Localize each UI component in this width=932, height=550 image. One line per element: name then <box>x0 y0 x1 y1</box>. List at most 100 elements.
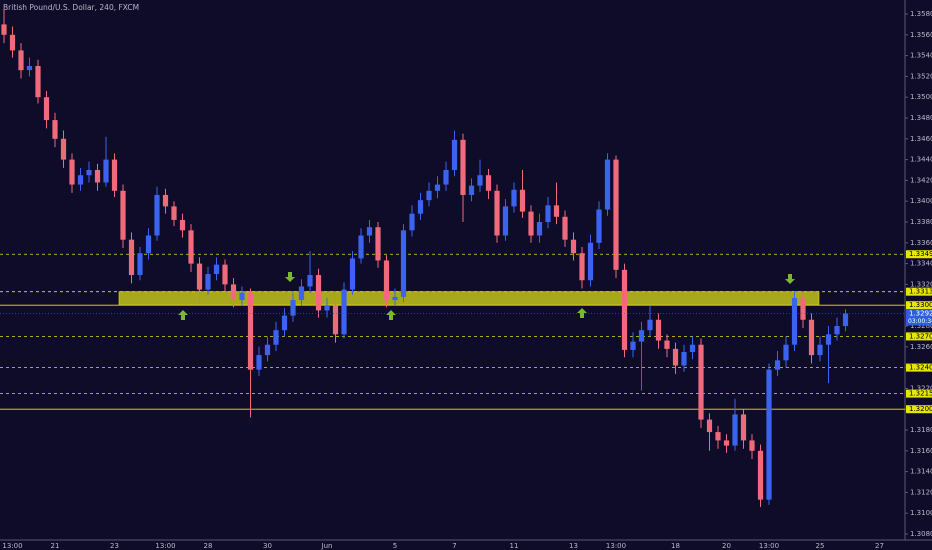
y-tick-label: 1.35800 <box>910 10 932 18</box>
candle-body <box>817 344 823 356</box>
y-tick-label: 1.34800 <box>910 114 932 122</box>
candle-body <box>154 194 160 236</box>
candle-body <box>307 275 313 287</box>
candle-body <box>298 286 305 300</box>
candle-body <box>77 175 84 185</box>
candle-body <box>239 292 245 300</box>
level-label-box <box>906 250 932 259</box>
candle-body <box>290 300 296 316</box>
candle-body <box>774 360 781 370</box>
x-tick-label: 11 <box>510 542 519 550</box>
candle-body <box>630 341 636 350</box>
candle-body <box>137 253 143 276</box>
candle-body <box>281 315 288 331</box>
x-tick-label: 28 <box>204 542 213 550</box>
up-arrow <box>386 310 396 320</box>
candle-body <box>188 230 194 264</box>
candle-body <box>332 305 339 335</box>
y-tick-label: 1.34400 <box>910 156 932 164</box>
x-tick-label: 27 <box>875 542 884 550</box>
y-tick-label: 1.31600 <box>910 447 932 455</box>
candle-body <box>111 159 118 191</box>
candle-body <box>26 66 33 71</box>
candle-body <box>655 319 662 341</box>
candle-body <box>256 355 262 370</box>
candle-body <box>120 190 126 240</box>
candle-body <box>171 206 177 220</box>
level-label-box <box>906 405 932 414</box>
candle-body <box>579 253 585 281</box>
y-tick-label: 1.35600 <box>910 31 932 39</box>
candle-body <box>273 330 279 345</box>
candle-body <box>562 216 568 240</box>
candle-body <box>86 170 92 176</box>
candle-body <box>205 274 211 290</box>
candle-body <box>443 170 449 185</box>
candle-body <box>723 440 730 446</box>
level-label-box <box>906 389 932 398</box>
candle-body <box>9 34 16 51</box>
candle-body <box>596 209 602 243</box>
y-tick-label: 1.31800 <box>910 426 932 434</box>
candle-body <box>213 264 220 274</box>
candle-body <box>749 440 755 451</box>
level-label: 1.32150 <box>909 390 932 398</box>
candle-body <box>230 284 237 300</box>
candle-body <box>485 175 492 191</box>
up-arrow <box>577 308 587 318</box>
y-tick-label: 1.33400 <box>910 260 932 268</box>
x-tick-label: 13:00 <box>2 542 22 550</box>
candle-body <box>264 344 271 356</box>
candle-body <box>35 66 41 98</box>
y-tick-label: 1.34000 <box>910 197 932 205</box>
candle-body <box>451 139 458 170</box>
y-tick-label: 1.30800 <box>910 530 932 538</box>
candle-body <box>1 24 7 35</box>
candle-body <box>196 263 203 290</box>
y-tick-label: 1.35400 <box>910 52 932 60</box>
candle-body <box>52 120 58 139</box>
candle-body <box>315 275 322 311</box>
candle-body <box>536 222 543 236</box>
candle-body <box>621 269 628 350</box>
candle-body <box>366 227 373 236</box>
down-arrow <box>785 274 795 284</box>
candle-body <box>681 352 687 366</box>
candle-body <box>103 159 109 183</box>
candle-body <box>800 297 806 320</box>
x-tick-label: 7 <box>452 542 456 550</box>
x-tick-label: 18 <box>671 542 680 550</box>
candle-body <box>375 227 381 261</box>
candle-body <box>570 239 577 254</box>
y-tick-label: 1.31400 <box>910 468 932 476</box>
level-label-box <box>906 301 932 310</box>
candle-body <box>698 344 704 420</box>
x-tick-label: 25 <box>816 542 825 550</box>
level-label-box <box>906 287 932 296</box>
candle-body <box>145 235 152 254</box>
candle-body <box>519 189 526 212</box>
down-arrow <box>285 272 295 282</box>
y-tick-label: 1.31200 <box>910 488 932 496</box>
level-label-box <box>906 332 932 341</box>
candle-body <box>477 175 483 186</box>
candle-body <box>825 334 832 345</box>
candle-body <box>494 190 500 236</box>
y-tick-label: 1.34200 <box>910 176 932 184</box>
candle-body <box>791 297 798 345</box>
candle-body <box>426 190 432 201</box>
zone <box>118 291 820 306</box>
candle-body <box>128 239 135 276</box>
candle-body <box>349 258 356 290</box>
y-tick-label: 1.31000 <box>910 509 932 517</box>
candle-body <box>43 97 50 121</box>
candle-body <box>604 159 611 210</box>
x-tick-label: Jun <box>321 542 333 550</box>
x-tick-label: 23 <box>110 542 119 550</box>
candle-body <box>706 419 713 433</box>
x-tick-label: 13:00 <box>606 542 626 550</box>
candle-body <box>613 159 619 270</box>
y-tick-label: 1.34600 <box>910 135 932 143</box>
